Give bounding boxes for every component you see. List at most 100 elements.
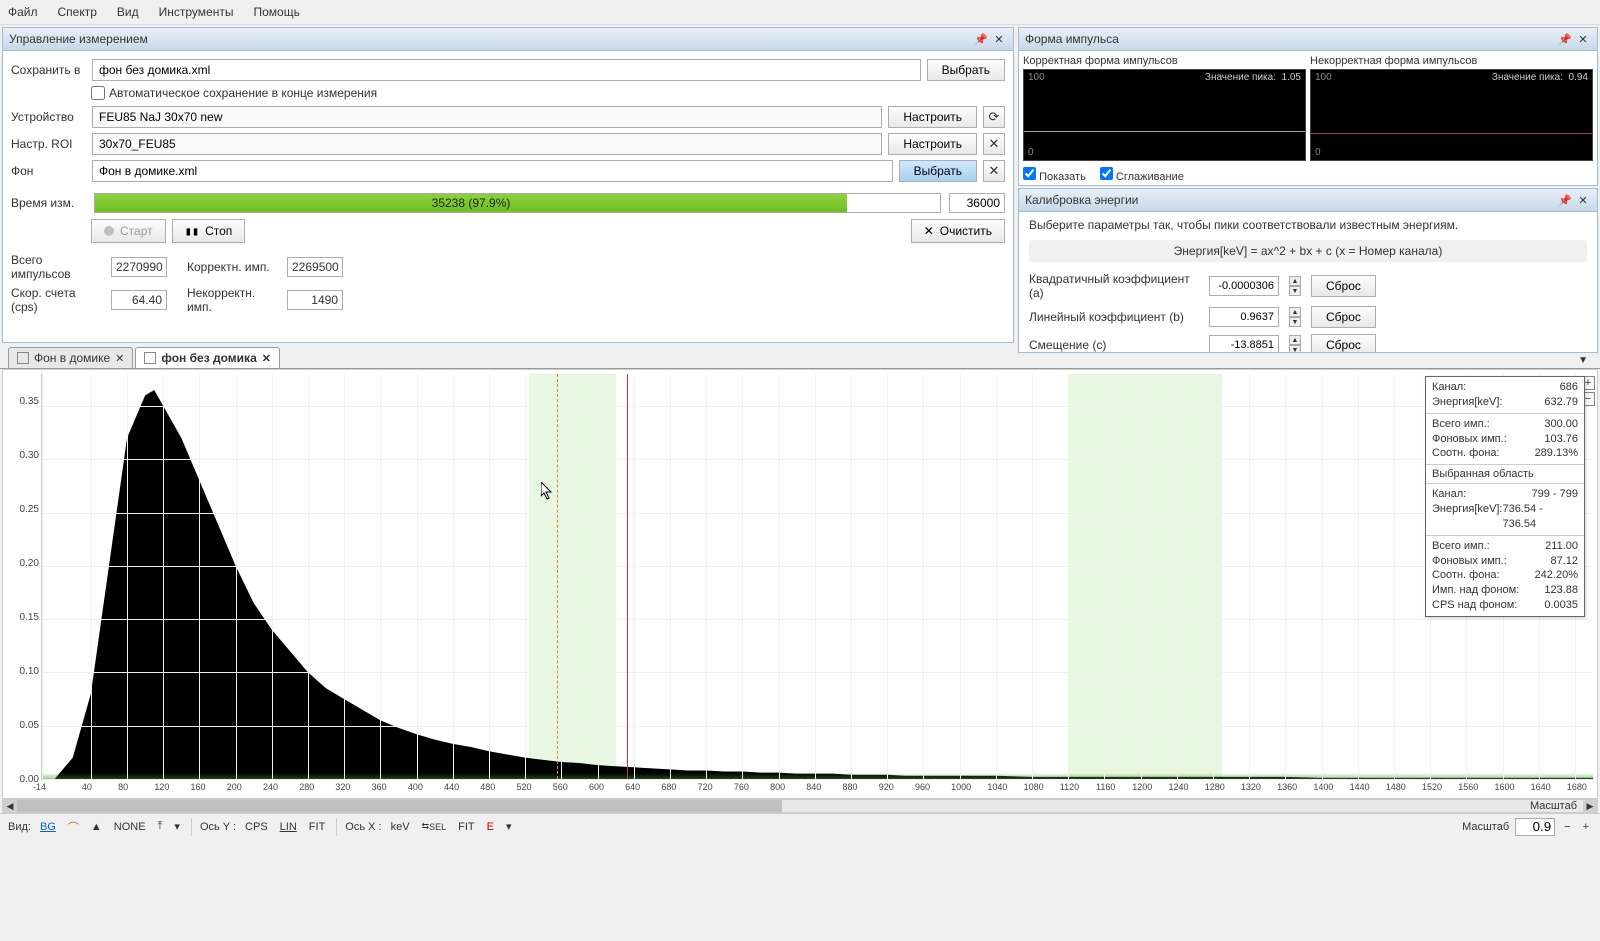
tab-icon bbox=[144, 352, 156, 364]
scale-input[interactable] bbox=[1515, 818, 1555, 836]
tabs-dropdown-icon[interactable]: ▼ bbox=[1574, 353, 1592, 368]
tab-background-1[interactable]: Фон в домике ✕ bbox=[8, 347, 133, 368]
spinner[interactable]: ▲▼ bbox=[1289, 276, 1301, 296]
total-pulses-value: 2270990 bbox=[111, 257, 167, 277]
roi-label: Настр. ROI bbox=[11, 137, 86, 151]
scale-minus-icon[interactable]: − bbox=[1561, 819, 1573, 835]
time-label: Время изм. bbox=[11, 196, 86, 210]
menu-file[interactable]: Файл bbox=[8, 5, 38, 19]
close-tab-icon[interactable]: ✕ bbox=[262, 352, 271, 365]
coeff-b-input[interactable] bbox=[1209, 307, 1279, 327]
save-to-label: Сохранить в bbox=[11, 63, 86, 77]
lin-btn[interactable]: LIN bbox=[277, 819, 300, 835]
pin-icon[interactable]: 📌 bbox=[1557, 192, 1573, 208]
device-select[interactable] bbox=[92, 106, 882, 128]
refresh-icon[interactable]: ⟳ bbox=[983, 106, 1005, 128]
background-input[interactable] bbox=[92, 160, 893, 182]
clear-button[interactable]: ✕ Очистить bbox=[911, 219, 1005, 243]
energy-btn[interactable]: E bbox=[484, 819, 497, 835]
stop-button[interactable]: ▮▮ Стоп bbox=[172, 219, 246, 243]
menu-tools[interactable]: Инструменты bbox=[159, 5, 234, 19]
scroll-right-icon[interactable]: ▶ bbox=[1583, 800, 1597, 812]
background-label: Фон bbox=[11, 164, 86, 178]
progress-fill: 35238 (97.9%) bbox=[95, 194, 847, 212]
close-icon[interactable]: ✕ bbox=[1575, 31, 1591, 47]
sel-btn[interactable]: ⇆SEL bbox=[419, 819, 450, 834]
axis-x-label: Ось X : bbox=[345, 821, 381, 833]
record-icon bbox=[104, 226, 114, 236]
select-save-button[interactable]: Выбрать bbox=[927, 59, 1005, 81]
none-btn[interactable]: NONE bbox=[111, 819, 149, 835]
pin-icon[interactable]: 📌 bbox=[1557, 31, 1573, 47]
menu-help[interactable]: Помощь bbox=[253, 5, 299, 19]
autosave-checkbox[interactable] bbox=[91, 86, 105, 100]
show-checkbox[interactable] bbox=[1023, 167, 1036, 180]
menu-spectrum[interactable]: Спектр bbox=[58, 5, 97, 19]
configure-roi-button[interactable]: Настроить bbox=[888, 133, 977, 155]
correct-pulses-label: Корректн. имп. bbox=[187, 260, 279, 274]
fit-x-btn[interactable]: FIT bbox=[455, 819, 478, 835]
coeff-c-input[interactable] bbox=[1209, 335, 1279, 352]
select-bg-button[interactable]: Выбрать bbox=[899, 160, 977, 182]
plot-area[interactable] bbox=[41, 374, 1593, 780]
configure-device-button[interactable]: Настроить bbox=[888, 106, 977, 128]
close-icon[interactable]: ✕ bbox=[991, 31, 1007, 47]
reset-a-button[interactable]: Сброс bbox=[1311, 275, 1376, 297]
cps-btn[interactable]: CPS bbox=[242, 819, 271, 835]
cps-value: 64.40 bbox=[111, 290, 167, 310]
save-to-input[interactable] bbox=[92, 59, 921, 81]
pin-icon[interactable]: 📌 bbox=[973, 31, 989, 47]
close-tab-icon[interactable]: ✕ bbox=[115, 352, 124, 365]
reset-c-button[interactable]: Сброс bbox=[1311, 334, 1376, 352]
dropdown-icon[interactable]: ▾ bbox=[171, 818, 183, 835]
axis-y-label: Ось Y : bbox=[200, 821, 236, 833]
spinner[interactable]: ▲▼ bbox=[1289, 335, 1301, 352]
x-axis: -144080120160200240280320360400440480520… bbox=[41, 782, 1593, 798]
scroll-left-icon[interactable]: ◀ bbox=[3, 800, 17, 812]
menu-view[interactable]: Вид bbox=[117, 5, 139, 19]
incorrect-pulse-title: Некорректная форма импульсов bbox=[1310, 55, 1593, 67]
calibration-title: Калибровка энергии bbox=[1025, 193, 1555, 207]
show-checkbox-label[interactable]: Показать bbox=[1023, 167, 1086, 183]
time-total-input[interactable] bbox=[949, 193, 1005, 213]
correct-pulses-value: 2269500 bbox=[287, 257, 343, 277]
roi-select[interactable] bbox=[92, 133, 882, 155]
y-axis: 0.000.050.100.150.200.250.300.35 bbox=[3, 370, 41, 780]
reset-b-button[interactable]: Сброс bbox=[1311, 306, 1376, 328]
spectrum-chart[interactable]: + − 0.000.050.100.150.200.250.300.35 -14… bbox=[2, 369, 1598, 799]
correct-pulse-chart: 100 Значение пика: 1.05 0 bbox=[1023, 69, 1306, 161]
calib-formula: Энергия[keV] = ax^2 + bx + c (x = Номер … bbox=[1029, 240, 1587, 262]
coeff-a-input[interactable] bbox=[1209, 276, 1279, 296]
pulse-panel-title: Форма импульса bbox=[1025, 32, 1555, 46]
tab-icon bbox=[17, 352, 29, 364]
start-button[interactable]: Старт bbox=[91, 219, 166, 243]
scroll-thumb[interactable] bbox=[17, 800, 782, 812]
fill-icon[interactable]: ▲ bbox=[88, 819, 105, 835]
fit-y-btn[interactable]: FIT bbox=[306, 819, 329, 835]
clear-roi-icon[interactable]: ✕ bbox=[983, 133, 1005, 155]
dropdown-icon[interactable]: ▾ bbox=[503, 818, 515, 835]
spectrum-scrollbar[interactable]: ◀ ▶ Масштаб bbox=[2, 799, 1598, 813]
scale-label: Масштаб bbox=[1530, 800, 1577, 812]
marker-icon[interactable]: ⤒ bbox=[155, 818, 166, 835]
spinner[interactable]: ▲▼ bbox=[1289, 307, 1301, 327]
bottom-toolbar: Вид: BG ⌒ ▲ NONE ⤒ ▾ Ось Y : CPS LIN FIT… bbox=[0, 813, 1600, 839]
scale-plus-icon[interactable]: + bbox=[1580, 819, 1592, 835]
cps-label: Скор. счета (cps) bbox=[11, 286, 103, 314]
kev-btn[interactable]: keV bbox=[388, 819, 413, 835]
incorrect-pulse-chart: 100 Значение пика: 0.94 0 bbox=[1310, 69, 1593, 161]
smooth-checkbox[interactable] bbox=[1100, 167, 1113, 180]
close-icon[interactable]: ✕ bbox=[1575, 192, 1591, 208]
pulse-panel: Форма импульса 📌 ✕ Корректная форма импу… bbox=[1018, 27, 1598, 186]
incorrect-pulses-label: Некорректн. имп. bbox=[187, 286, 279, 314]
coeff-c-label: Смещение (c) bbox=[1029, 338, 1199, 352]
scale-label-2: Масштаб bbox=[1462, 821, 1509, 833]
tab-background-2[interactable]: фон без домика ✕ bbox=[135, 347, 280, 368]
coeff-b-label: Линейный коэффициент (b) bbox=[1029, 310, 1199, 324]
menubar: Файл Спектр Вид Инструменты Помощь bbox=[0, 0, 1600, 25]
clear-bg-icon[interactable]: ✕ bbox=[983, 160, 1005, 182]
bg-btn[interactable]: BG bbox=[37, 819, 59, 835]
peak-icon[interactable]: ⌒ bbox=[65, 817, 82, 837]
control-panel-title: Управление измерением bbox=[9, 32, 971, 46]
smooth-checkbox-label[interactable]: Сглаживание bbox=[1100, 167, 1184, 183]
